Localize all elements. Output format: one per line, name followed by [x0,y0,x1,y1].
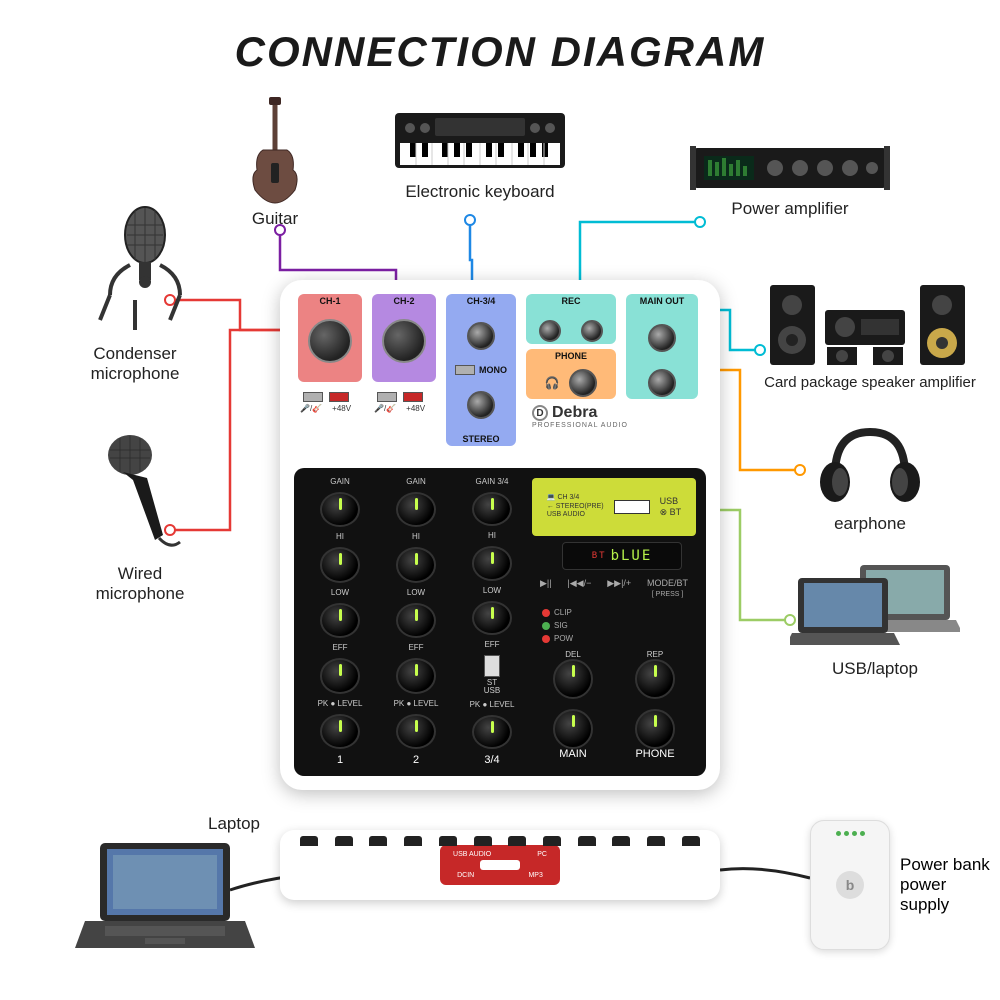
jack-icon[interactable] [467,322,495,350]
wired-mic-label: Wired microphone [96,564,185,605]
audio-mixer: CH-1 CH-2 CH-3/4 MONO STEREO REC PHONE 🎧 [280,280,720,790]
mixer-master-section: 💻 CH 3/4 ← STEREO(PRE) USB AUDIO USB⊗ BT… [532,478,696,766]
phantom-switch-2[interactable]: 🎤/🎸+48V [374,392,425,413]
device-keyboard: Electronic keyboard [380,108,580,202]
guitar-label: Guitar [252,209,298,229]
amplifier-label: Power amplifier [731,199,848,219]
powerbank-logo-icon: b [836,871,864,899]
laptop-icon [790,560,960,655]
earphone-label: earphone [834,514,906,534]
powerbank-label: Power bank power supply [900,855,1000,915]
device-usb-laptop: USB/laptop [780,560,970,679]
port-main-out: MAIN OUT [626,294,698,399]
laptop-bottom-icon [75,838,255,958]
guitar-icon [245,95,305,205]
lcd-display: BTbLUE [562,542,682,570]
mixer-brand: DDebra PROFESSIONAL AUDIO [532,404,628,429]
mixer-side-view: USB AUDIOPC DCINMP3 [280,830,720,900]
port-ch1: CH-1 [298,294,362,382]
port-ch34: CH-3/4 MONO STEREO [446,294,516,446]
master-phone: REP PHONE [635,651,675,760]
device-wired-mic: Wired microphone [70,430,210,605]
device-power-amplifier: Power amplifier [680,140,900,219]
device-speaker: Card package speaker amplifier [755,275,985,392]
condenser-mic-label: Condenser microphone [91,344,180,385]
jack-icon[interactable] [467,391,495,419]
channel-strip-1: GAIN HI LOW EFF PK ● LEVEL 1 [304,478,376,766]
device-earphone: earphone [800,420,940,534]
mixer-control-section: GAIN HI LOW EFF PK ● LEVEL 1 GAIN HI LOW… [294,468,706,776]
port-ch2: CH-2 [372,294,436,382]
master-main: DEL MAIN [553,651,593,760]
amplifier-icon [690,140,890,195]
usb-laptop-label: USB/laptop [832,659,918,679]
mixer-input-section: CH-1 CH-2 CH-3/4 MONO STEREO REC PHONE 🎧 [294,294,706,454]
channel-strip-2: GAIN HI LOW EFF PK ● LEVEL 2 [380,478,452,766]
device-laptop-bottom: Laptop [70,810,260,958]
port-phone: PHONE 🎧 [526,349,616,399]
keyboard-icon [390,108,570,178]
speaker-icon [765,275,975,370]
st-usb-switch[interactable] [484,655,500,677]
device-condenser-mic: Condenser microphone [60,200,210,385]
media-buttons[interactable]: ▶|| |◀◀/− ▶▶|/+ MODE/BT[ PRESS ] [532,578,696,598]
channel-strip-34: GAIN 3/4 HI LOW EFF STUSB PK ● LEVEL 3/4 [456,478,528,766]
device-guitar: Guitar [230,95,320,229]
usb-side-panel: USB AUDIOPC DCINMP3 [440,845,560,885]
phantom-switch-1[interactable]: 🎤/🎸+48V [300,392,351,413]
earphone-icon [810,420,930,510]
wired-mic-icon [85,430,195,560]
xlr-jack-icon[interactable] [382,319,426,363]
xlr-jack-icon[interactable] [308,319,352,363]
condenser-mic-icon [75,200,195,340]
device-powerbank: b [810,820,890,950]
laptop-btm-label: Laptop [208,814,260,834]
diagram-title: CONNECTION DIAGRAM [0,28,1000,76]
keyboard-label: Electronic keyboard [405,182,554,202]
usb-bt-panel: 💻 CH 3/4 ← STEREO(PRE) USB AUDIO USB⊗ BT [532,478,696,536]
status-leds: CLIP SIG POW [542,608,573,643]
speaker-label: Card package speaker amplifier [764,374,976,392]
port-rec: REC [526,294,616,344]
